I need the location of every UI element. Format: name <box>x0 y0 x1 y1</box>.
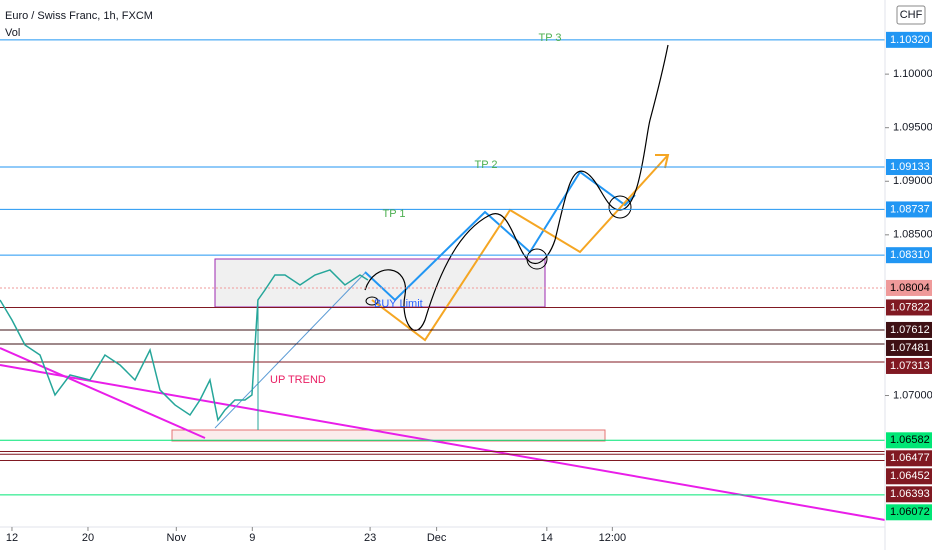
level-label-box <box>886 247 932 264</box>
level-label-box <box>886 432 932 449</box>
level-label: 1.06477 <box>890 452 930 464</box>
level-label-box <box>886 321 932 338</box>
level-label-box <box>886 201 932 218</box>
level-label: 1.06582 <box>890 434 930 446</box>
annotation: BUY Limit <box>374 298 423 310</box>
level-label: 1.10320 <box>890 34 930 46</box>
projection-curve <box>364 44 669 331</box>
level-label: 1.07481 <box>890 342 930 354</box>
x-tick-label: 12:00 <box>599 532 627 544</box>
arrow-head <box>655 154 670 169</box>
level-label: 1.09133 <box>890 161 930 173</box>
x-tick-label: 20 <box>82 532 94 544</box>
level-label-box <box>886 339 932 356</box>
x-tick-label: 9 <box>249 532 255 544</box>
level-label: 1.07822 <box>890 301 930 313</box>
projection-orange <box>371 154 669 342</box>
trend-line <box>0 347 206 439</box>
level-label: 1.06393 <box>890 488 930 500</box>
level-label-box <box>886 31 932 48</box>
x-tick-label: 23 <box>364 532 376 544</box>
circle-mark <box>526 248 548 270</box>
y-tick-label: 1.09000 <box>893 175 932 187</box>
x-tick-label: 14 <box>541 532 553 544</box>
currency[interactable]: CHF <box>900 9 923 21</box>
x-tick-label: Dec <box>427 532 447 544</box>
level-label-box <box>886 159 932 176</box>
level-label-box <box>886 357 932 374</box>
annotation: TP 3 <box>538 32 561 44</box>
y-tick-label: 1.07000 <box>893 389 932 401</box>
chart-title: Euro / Swiss Franc, 1h, FXCM <box>5 10 153 22</box>
annotation: TP 1 <box>382 208 405 220</box>
level-label-box <box>886 299 932 316</box>
level-label: 1.06452 <box>890 470 930 482</box>
y-tick-label: 1.08500 <box>893 229 932 241</box>
currency-box[interactable] <box>896 5 926 25</box>
indicator-label: Vol <box>5 27 20 39</box>
circle-mark <box>365 296 379 306</box>
x-tick-label: Nov <box>167 532 187 544</box>
drawings <box>0 39 886 521</box>
level-label-box <box>886 486 932 503</box>
annotation: UP TREND <box>270 374 326 386</box>
level-label: 1.06072 <box>890 506 930 518</box>
level-label: 1.08310 <box>890 249 930 261</box>
price-line <box>0 269 369 422</box>
level-label-box <box>886 279 932 296</box>
y-tick-label: 1.10000 <box>893 68 932 80</box>
y-tick-label: 1.09500 <box>893 122 932 134</box>
level-label: 1.08737 <box>890 203 930 215</box>
level-label-box <box>886 504 932 521</box>
level-label-box <box>886 468 932 485</box>
circle-mark <box>608 195 632 219</box>
support-box <box>171 429 606 442</box>
x-tick-label: 12 <box>6 532 18 544</box>
level-label-box <box>886 450 932 467</box>
level-label: 1.07313 <box>890 360 930 372</box>
level-label: 1.07612 <box>890 324 930 336</box>
level-label: 1.08004 <box>890 282 930 294</box>
uptrend-line <box>214 272 366 429</box>
trend-line <box>0 364 886 521</box>
annotation: TP 2 <box>474 159 497 171</box>
